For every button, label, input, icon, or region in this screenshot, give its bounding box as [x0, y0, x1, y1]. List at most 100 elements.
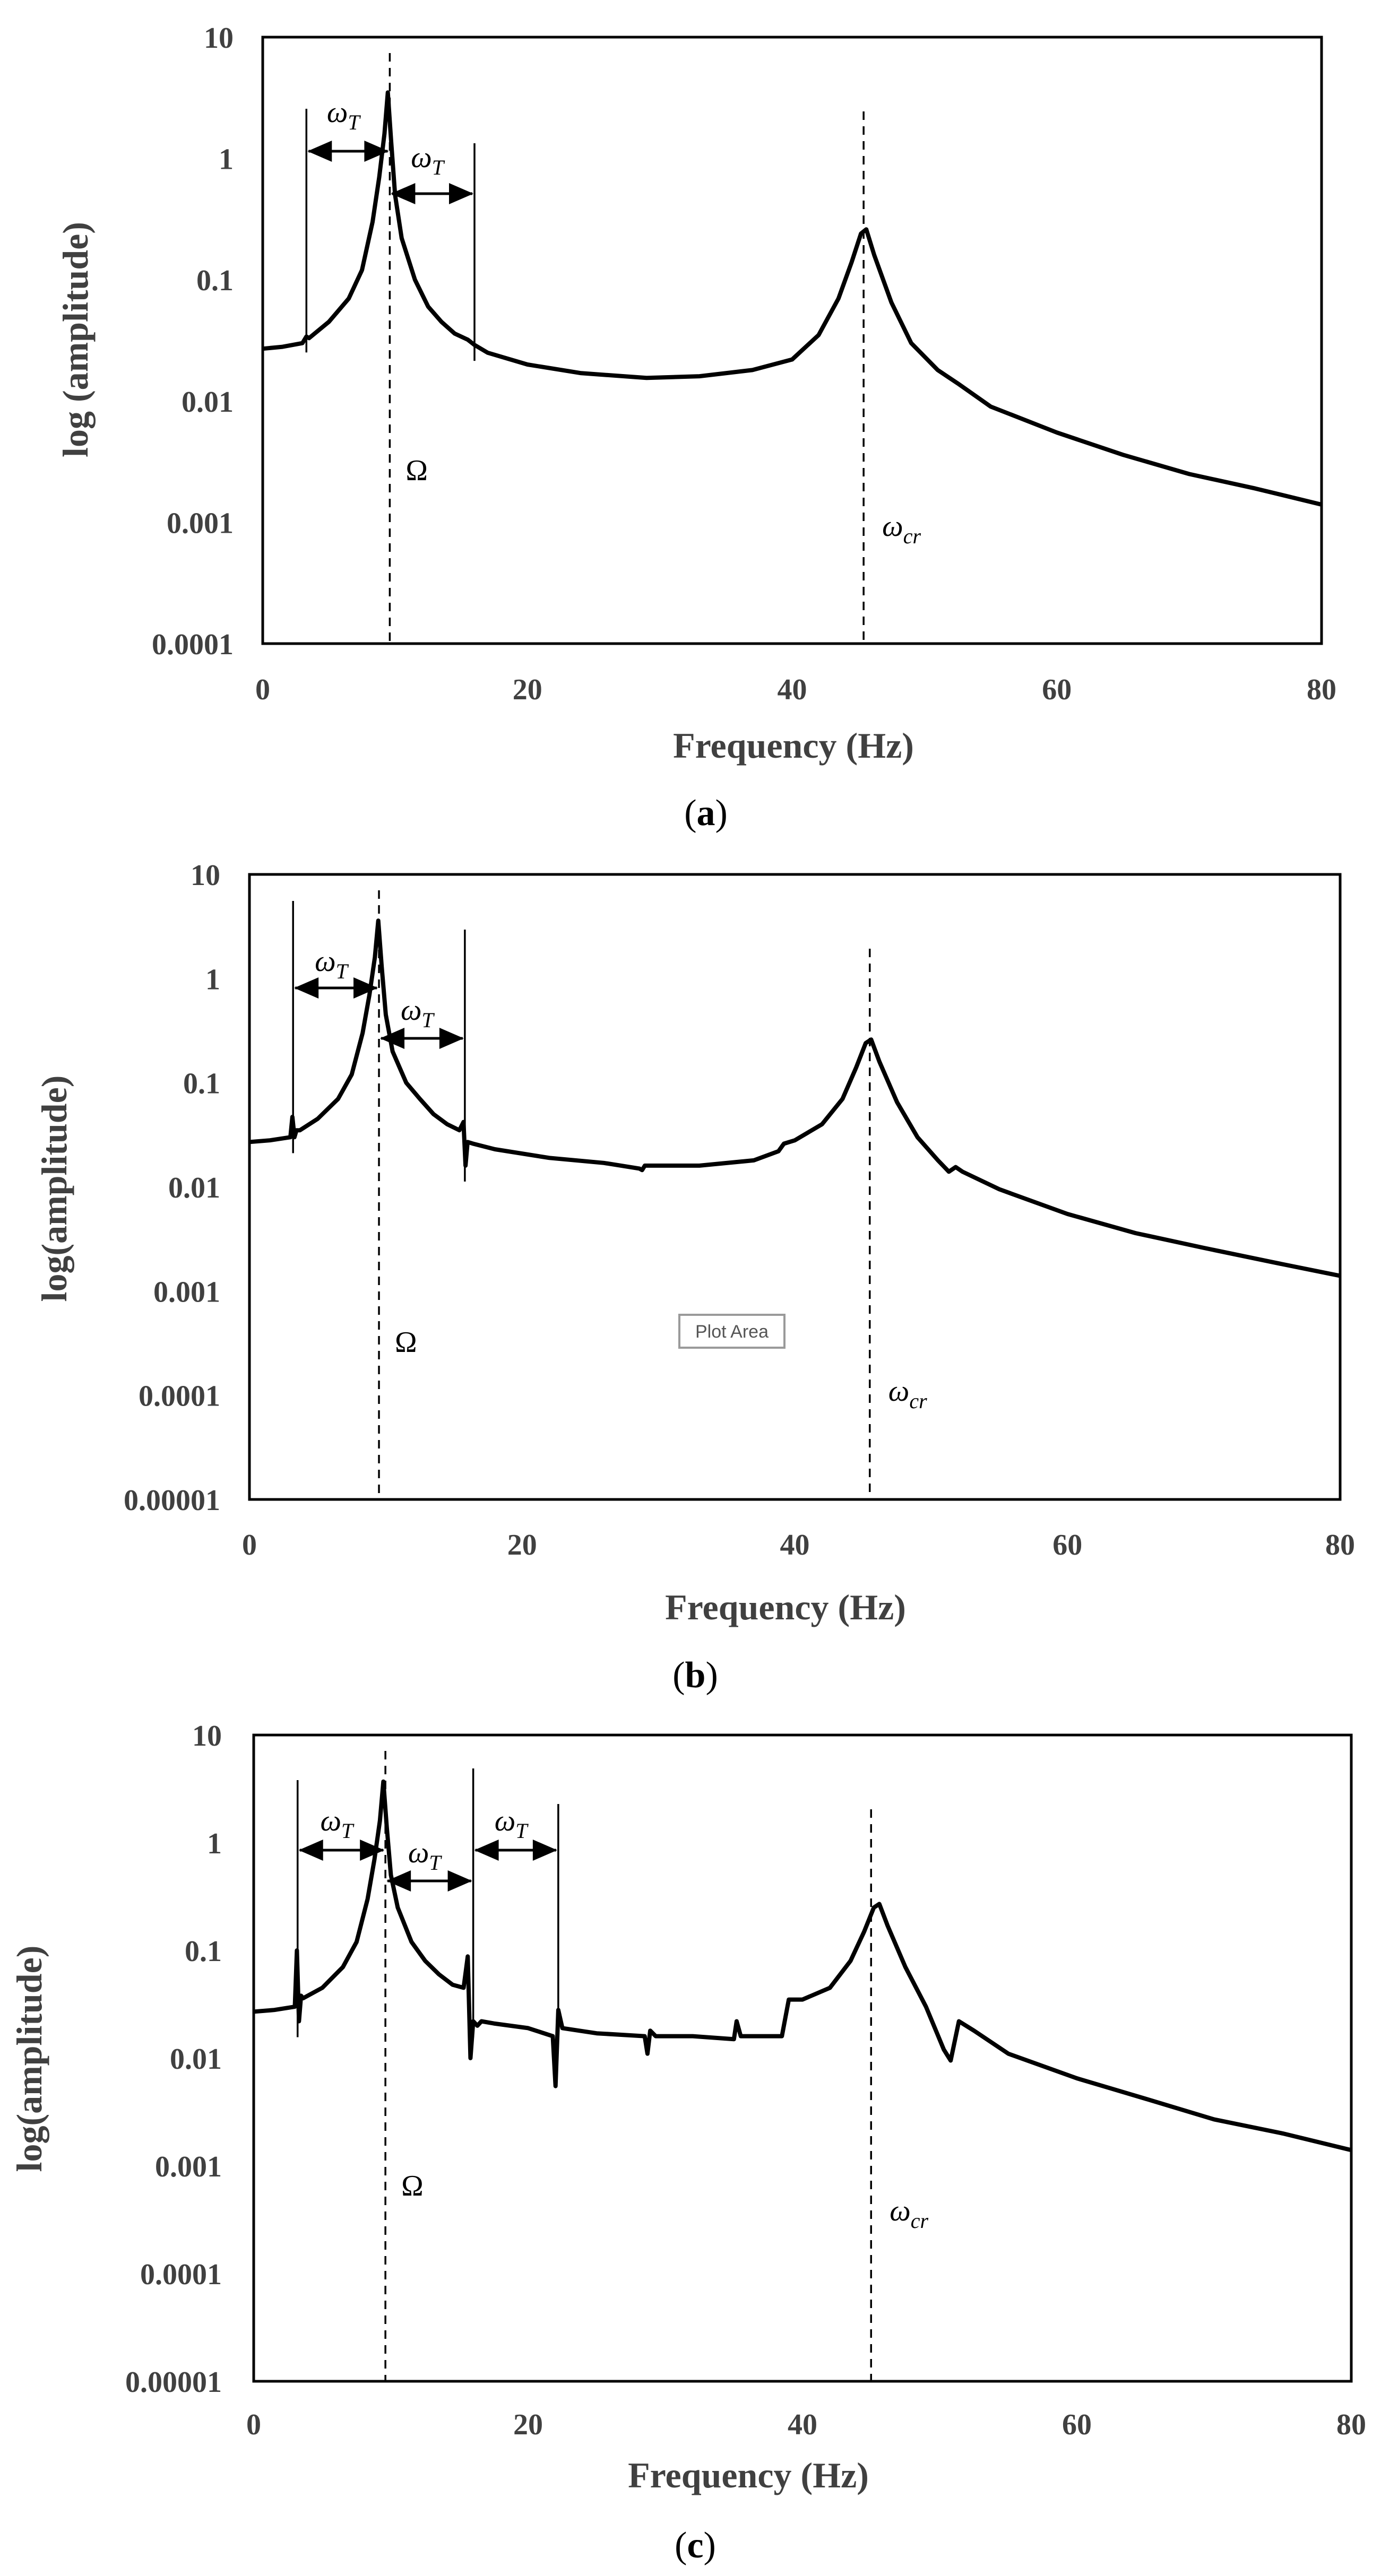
y-tick-labels-b: 0.00001 0.0001 0.001 0.01 0.1 1 10 [124, 859, 220, 1517]
omega-cr-label: ωcr [890, 2195, 928, 2233]
y-tick-label: 1 [219, 143, 234, 176]
y-tick-label: 10 [192, 1720, 222, 1753]
annotation-labels-c: Ω ωcr ωT ωT ωT [320, 1805, 928, 2233]
x-tick-label: 40 [788, 2408, 817, 2441]
arrow-head [474, 1840, 499, 1861]
y-tick-label: 0.001 [155, 2150, 222, 2183]
y-tick-label: 0.01 [170, 2043, 222, 2076]
omega-t-subscript: T [348, 110, 361, 134]
y-tick-labels-a: 0.0001 0.001 0.01 0.1 1 10 [152, 22, 234, 661]
omega-label: Ω [395, 1326, 417, 1359]
omega-t-subscript: T [336, 959, 349, 983]
arrow-head [360, 1840, 385, 1861]
omega-t-symbol: ω [327, 96, 348, 129]
y-axis-title-c: log(amplitude) [9, 1946, 49, 2172]
chart-panel-c: 0.00001 0.0001 0.001 0.01 0.1 1 10 0 20 … [9, 1720, 1366, 2566]
omega-cr-subscript: cr [911, 2209, 929, 2233]
y-tick-label: 0.0001 [139, 1380, 220, 1413]
x-tick-label: 80 [1325, 1529, 1355, 1562]
x-tick-labels-b: 0 20 40 60 80 [242, 1529, 1355, 1562]
omega-t-subscript: T [341, 1819, 355, 1843]
omega-label: Ω [401, 2170, 424, 2202]
x-tick-label: 80 [1307, 673, 1336, 706]
y-tick-label: 0.0001 [140, 2258, 222, 2291]
annotations-b [292, 890, 871, 1499]
y-tick-label: 0.1 [183, 1068, 220, 1100]
omega-t-label: ωT [408, 1836, 443, 1875]
y-tick-labels-c: 0.00001 0.0001 0.001 0.01 0.1 1 10 [125, 1720, 222, 2399]
omega-label: Ω [405, 454, 428, 487]
x-tick-label: 40 [780, 1529, 810, 1562]
omega-cr-symbol: ω [890, 2195, 911, 2227]
x-tick-labels-c: 0 20 40 60 80 [246, 2408, 1366, 2441]
omega-t-symbol: ω [411, 141, 432, 174]
omega-t-subscript: T [515, 1819, 529, 1843]
omega-t-label: ωT [315, 945, 349, 983]
omega-cr-subscript: cr [903, 524, 921, 548]
arrow-head [439, 1028, 464, 1049]
series-line-b [249, 918, 1341, 1278]
arrow-head [447, 1870, 472, 1892]
omega-cr-symbol: ω [888, 1375, 910, 1408]
y-tick-label: 0.001 [153, 1276, 220, 1308]
omega-t-symbol: ω [315, 945, 336, 978]
omega-t-subscript: T [421, 1008, 435, 1032]
caption-a: (a) [684, 793, 728, 834]
annotations-a [305, 53, 865, 644]
arrow-head [532, 1840, 557, 1861]
y-axis-title-a: log (amplitude) [55, 222, 96, 457]
x-tick-label: 0 [246, 2408, 261, 2441]
x-axis-title-c: Frequency (Hz) [628, 2455, 869, 2495]
y-tick-label: 10 [191, 859, 220, 892]
y-tick-label: 0.00001 [124, 1484, 220, 1517]
omega-t-label: ωT [495, 1805, 529, 1843]
omega-t-subscript: T [429, 1851, 442, 1875]
arrow-head [364, 141, 389, 162]
chart-panel-b: 0.00001 0.0001 0.001 0.01 0.1 1 10 0 20 … [34, 859, 1355, 1696]
annotations-c [296, 1751, 872, 2381]
y-tick-label: 0.1 [196, 264, 234, 297]
arrow-head [298, 1840, 323, 1861]
plot-area-c [252, 1733, 1353, 2383]
y-tick-label: 0.01 [168, 1172, 220, 1204]
x-tick-labels-a: 0 20 40 60 80 [255, 673, 1336, 706]
y-tick-label: 0.0001 [152, 628, 234, 661]
arrow-head [449, 183, 473, 204]
x-tick-label: 20 [513, 2408, 543, 2441]
omega-t-symbol: ω [495, 1805, 516, 1837]
y-tick-label: 1 [207, 1827, 222, 1860]
caption-c: (c) [675, 2525, 716, 2566]
omega-cr-label: ωcr [888, 1375, 927, 1413]
arrow-head [391, 183, 416, 204]
x-tick-label: 60 [1062, 2408, 1092, 2441]
omega-t-symbol: ω [408, 1836, 429, 1869]
y-tick-label: 0.00001 [125, 2366, 222, 2399]
omega-cr-label: ωcr [882, 510, 921, 548]
arrow-head [294, 977, 319, 999]
x-tick-label: 80 [1336, 2408, 1366, 2441]
omega-cr-symbol: ω [882, 510, 903, 543]
series-line-c [253, 1779, 1352, 2153]
x-axis-title-b: Frequency (Hz) [665, 1587, 906, 1627]
omega-t-label: ωT [401, 994, 435, 1032]
y-tick-label: 10 [204, 22, 234, 55]
x-tick-label: 0 [255, 673, 270, 706]
y-tick-label: 1 [205, 963, 220, 996]
omega-t-symbol: ω [401, 994, 422, 1027]
omega-t-subscript: T [432, 155, 445, 179]
arrow-head [307, 141, 332, 162]
chart-panel-a: 0.0001 0.001 0.01 0.1 1 10 0 20 40 60 80… [55, 22, 1336, 834]
x-axis-title-a: Frequency (Hz) [673, 725, 914, 766]
x-tick-label: 20 [507, 1529, 537, 1562]
omega-t-label: ωT [411, 141, 445, 179]
arrow-head [386, 1870, 411, 1892]
omega-t-label: ωT [320, 1805, 355, 1843]
x-tick-label: 60 [1052, 1529, 1082, 1562]
plot-area-tooltip: Plot Area [678, 1314, 786, 1349]
arrow-head [353, 977, 378, 999]
y-tick-label: 0.01 [182, 386, 234, 419]
x-tick-label: 60 [1042, 673, 1072, 706]
annotation-labels-b: Ω ωcr ωT ωT [315, 945, 927, 1413]
plot-area-a [261, 36, 1323, 645]
